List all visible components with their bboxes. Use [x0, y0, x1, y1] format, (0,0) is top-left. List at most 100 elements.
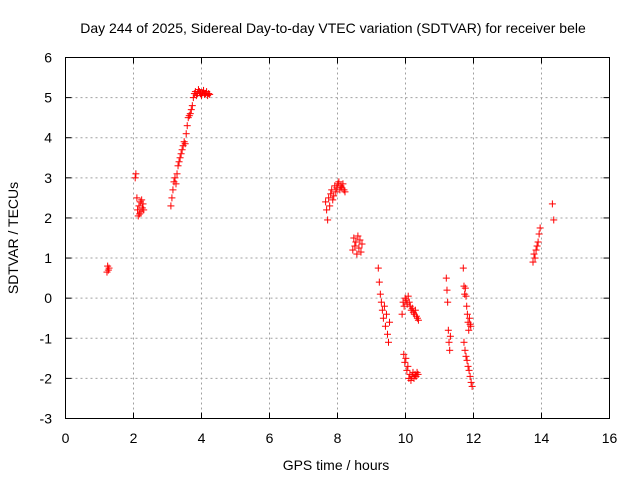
data-point: [356, 236, 364, 244]
data-point: [171, 174, 179, 182]
data-point: [376, 290, 384, 298]
data-point: [172, 180, 180, 188]
data-point: [181, 140, 189, 148]
data-point: [533, 242, 541, 250]
data-point: [534, 238, 542, 246]
data-point: [414, 316, 422, 324]
data-point: [358, 240, 366, 248]
x-tick-label: 4: [198, 430, 206, 446]
data-point: [548, 200, 556, 208]
data-point: [322, 198, 330, 206]
data-point: [468, 382, 476, 390]
data-point: [383, 330, 391, 338]
data-point: [386, 318, 394, 326]
data-point: [402, 354, 410, 362]
data-point: [414, 370, 422, 378]
data-point: [323, 206, 331, 214]
y-tick-label: -3: [40, 411, 53, 427]
data-point: [446, 332, 454, 340]
data-point: [174, 162, 182, 170]
data-point: [206, 90, 214, 98]
data-point: [182, 130, 190, 138]
data-point: [463, 356, 471, 364]
data-point: [444, 326, 452, 334]
data-point: [329, 196, 337, 204]
data-point: [205, 90, 213, 98]
data-point: [133, 194, 141, 202]
y-tick-label: 3: [44, 170, 52, 186]
chart-title: Day 244 of 2025, Sidereal Day-to-day VTE…: [80, 20, 586, 36]
x-tick-labels: 0 2 4 6 8 10 12 14 16: [62, 430, 618, 446]
grid-lines: [65, 57, 610, 419]
y-tick-label: 0: [44, 290, 52, 306]
data-point: [446, 346, 454, 354]
data-point: [445, 338, 453, 346]
data-point: [341, 188, 349, 196]
data-point: [379, 314, 387, 322]
data-point: [467, 322, 475, 330]
data-point: [132, 170, 140, 178]
data-point: [188, 102, 196, 110]
data-point: [385, 338, 392, 346]
y-tick-label: -1: [40, 330, 53, 346]
data-point: [403, 366, 411, 374]
data-point: [463, 302, 471, 310]
data-point: [177, 150, 185, 158]
data-point: [398, 310, 406, 318]
data-point: [332, 188, 340, 196]
x-tick-label: 8: [334, 430, 342, 446]
data-point: [140, 206, 148, 214]
data-point: [381, 322, 389, 330]
y-tick-label: -2: [40, 370, 53, 386]
data-point: [187, 106, 195, 114]
data-point: [325, 194, 333, 202]
y-tick-label: 1: [44, 250, 52, 266]
data-point: [404, 292, 412, 300]
x-tick-label: 10: [398, 430, 414, 446]
data-point: [404, 362, 412, 370]
data-point: [535, 230, 543, 238]
x-tick-label: 0: [62, 430, 70, 446]
y-tick-label: 6: [44, 50, 52, 66]
data-point: [353, 250, 361, 258]
data-points: [103, 86, 558, 390]
data-point: [352, 238, 360, 246]
data-point: [405, 298, 413, 306]
x-tick-label: 14: [534, 430, 550, 446]
data-point: [351, 242, 359, 250]
data-point: [350, 234, 358, 242]
data-point: [105, 264, 113, 272]
data-point: [411, 306, 419, 314]
data-point: [354, 232, 362, 240]
x-tick-label: 12: [466, 430, 482, 446]
y-tick-label: 4: [44, 130, 52, 146]
data-point: [380, 302, 388, 310]
data-point: [460, 338, 468, 346]
data-point: [186, 110, 194, 118]
x-axis-title: GPS time / hours: [283, 457, 390, 473]
data-point: [375, 278, 383, 286]
data-point: [529, 258, 537, 266]
data-point: [443, 286, 451, 294]
data-point: [465, 314, 473, 322]
data-point: [176, 154, 184, 162]
data-point: [467, 378, 475, 386]
data-point: [131, 174, 139, 182]
data-point: [463, 310, 471, 318]
data-point: [378, 306, 386, 314]
data-point: [464, 362, 472, 370]
data-point: [183, 122, 191, 130]
data-point: [173, 170, 181, 178]
data-point: [168, 194, 176, 202]
x-tick-label: 16: [602, 430, 618, 446]
data-point: [349, 246, 357, 254]
data-point: [444, 298, 452, 306]
y-tick-label: 2: [44, 210, 52, 226]
y-tick-labels: -3 -2 -1 0 1 2 3 4 5 6: [40, 50, 53, 427]
data-point: [167, 202, 175, 210]
data-point: [466, 372, 474, 380]
x-tick-label: 6: [266, 430, 274, 446]
y-axis-title: SDTVAR / TECUs: [5, 182, 21, 294]
data-point: [175, 158, 183, 166]
